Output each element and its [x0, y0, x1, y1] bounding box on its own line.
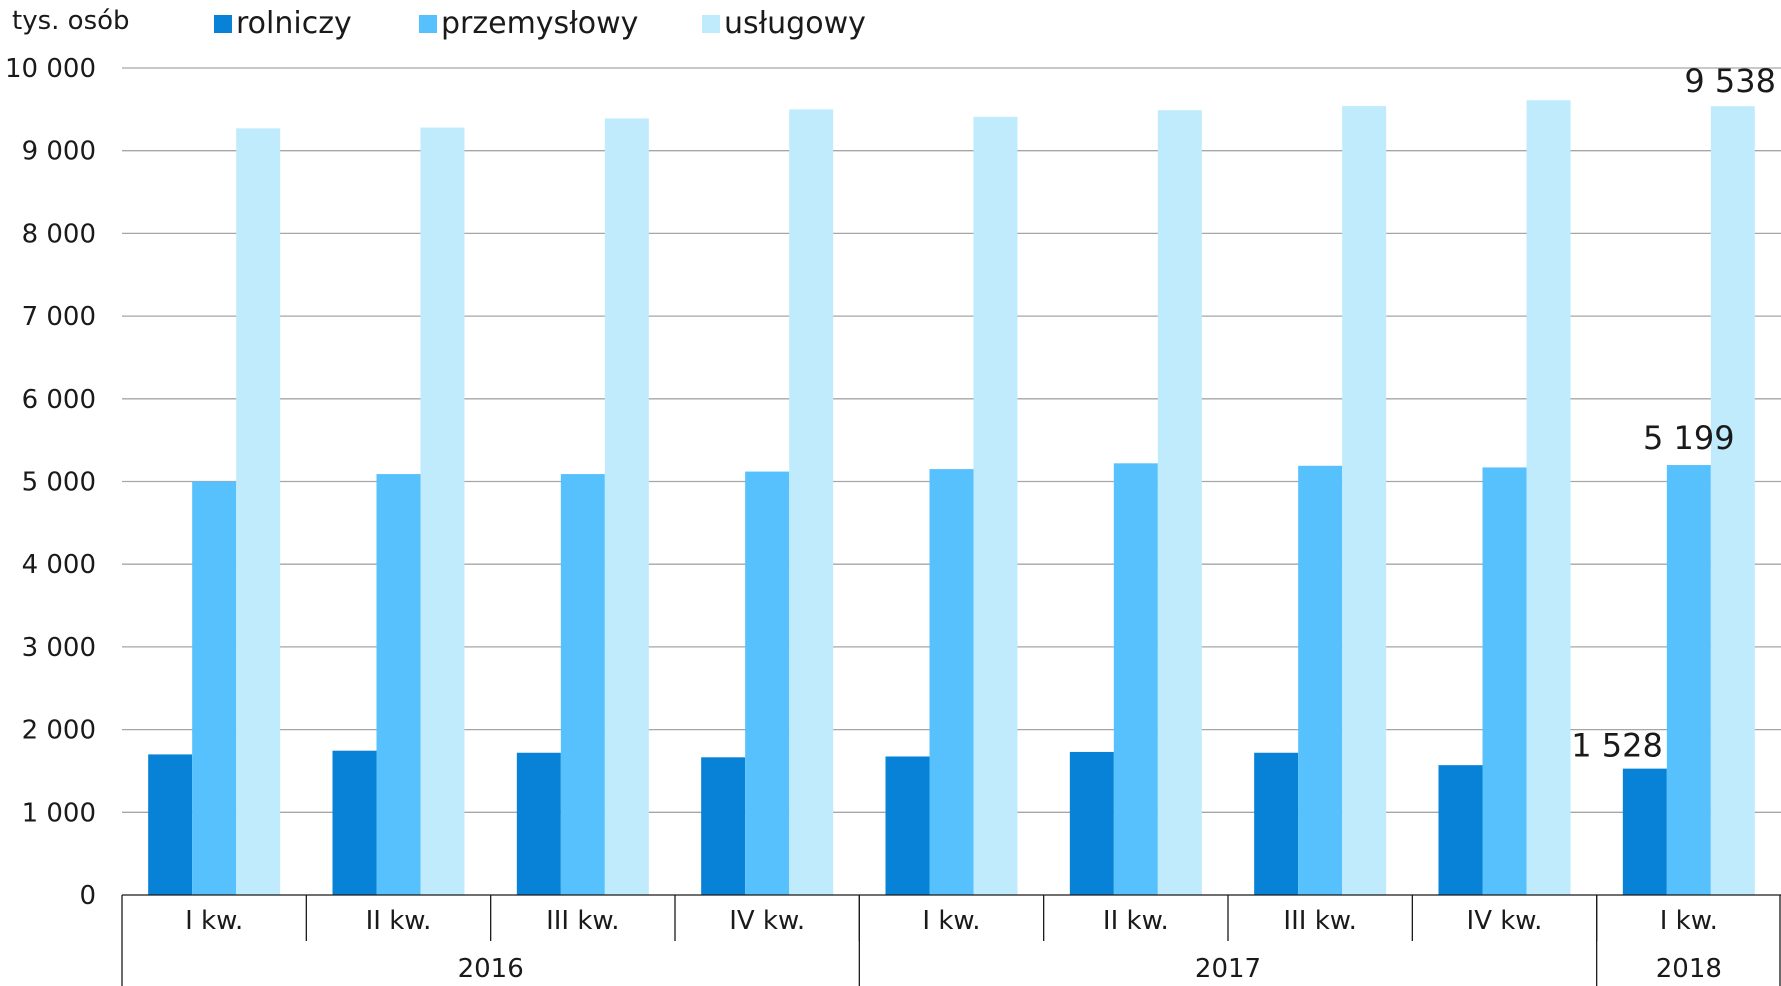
data-label: 9 538: [1684, 62, 1776, 100]
x-tick-label: IV kw.: [1467, 906, 1543, 936]
bar-rolniczy: [701, 757, 746, 895]
bar-usługowy: [1157, 110, 1202, 895]
bar-rolniczy: [332, 750, 377, 895]
x-tick-label: III kw.: [546, 906, 619, 936]
y-tick-label: 1 000: [22, 798, 96, 828]
legend-item: przemysłowy: [419, 6, 638, 41]
legend-item: usługowy: [702, 6, 866, 41]
bar-usługowy: [1710, 106, 1755, 895]
legend-swatch: [702, 14, 720, 33]
bar-przemysłowy: [1666, 465, 1711, 895]
bar-rolniczy: [1438, 765, 1483, 895]
y-tick-label: 3 000: [22, 633, 96, 663]
x-tick-label: I kw.: [1660, 906, 1718, 936]
x-tick-label: II kw.: [1103, 906, 1169, 936]
y-tick-label: 7 000: [22, 302, 96, 332]
y-tick-label: 5 000: [22, 468, 96, 498]
y-tick-label: 10 000: [5, 54, 96, 84]
legend-label: rolniczy: [236, 6, 352, 41]
bar-usługowy: [420, 127, 465, 895]
bar-rolniczy: [1254, 752, 1299, 895]
y-axis-unit-label: tys. osób: [12, 6, 130, 36]
y-tick-label: 2 000: [22, 716, 96, 746]
bar-przemysłowy: [1298, 465, 1343, 895]
legend-swatch: [419, 14, 437, 33]
bar-przemysłowy: [192, 481, 237, 895]
bar-usługowy: [789, 109, 834, 896]
y-tick-label: 6 000: [22, 385, 96, 415]
legend-label: usługowy: [724, 6, 866, 41]
year-label: 2016: [458, 954, 524, 984]
bar-przemysłowy: [560, 474, 605, 895]
year-label: 2017: [1195, 954, 1261, 984]
bar-usługowy: [604, 118, 649, 895]
y-tick-label: 9 000: [22, 137, 96, 167]
bar-rolniczy: [516, 752, 561, 895]
y-tick-label: 8 000: [22, 219, 96, 249]
bar-przemysłowy: [1482, 467, 1527, 895]
bar-rolniczy: [885, 756, 930, 895]
data-label: 1 528: [1571, 727, 1663, 765]
legend-label: przemysłowy: [441, 6, 639, 41]
x-tick-label: II kw.: [366, 906, 432, 936]
year-label: 2018: [1656, 954, 1722, 984]
x-tick-label: I kw.: [922, 906, 980, 936]
legend-swatch: [214, 14, 232, 33]
bar-przemysłowy: [376, 474, 421, 895]
x-tick-label: IV kw.: [729, 906, 805, 936]
legend-item: rolniczy: [214, 6, 352, 41]
bar-rolniczy: [1622, 768, 1667, 895]
bar-usługowy: [236, 128, 281, 896]
data-label: 5 199: [1643, 419, 1735, 457]
x-tick-label: I kw.: [185, 906, 243, 936]
bar-usługowy: [973, 116, 1018, 896]
bar-usługowy: [1342, 106, 1387, 896]
bar-przemysłowy: [1113, 463, 1158, 895]
y-tick-label: 4 000: [22, 550, 96, 580]
bar-rolniczy: [148, 754, 193, 895]
x-tick-label: III kw.: [1283, 906, 1356, 936]
bar-przemysłowy: [745, 471, 790, 895]
y-tick-label: 0: [79, 881, 96, 911]
bar-rolniczy: [1069, 751, 1114, 895]
bar-usługowy: [1526, 100, 1571, 896]
bar-przemysłowy: [929, 469, 974, 895]
